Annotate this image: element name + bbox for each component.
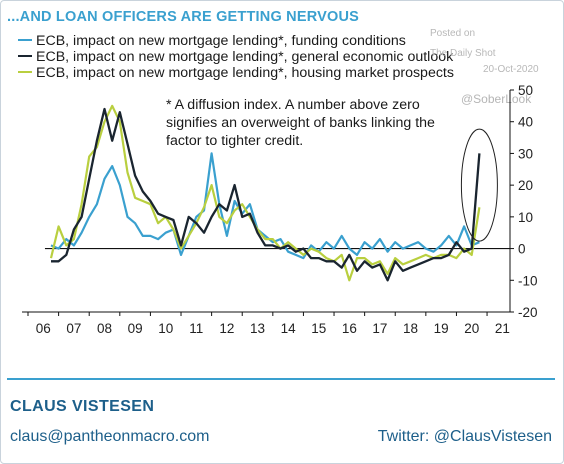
watermark-date: 20-Oct-2020 xyxy=(483,64,539,75)
legend-item-funding: ECB, impact on new mortgage lending*, fu… xyxy=(18,33,454,49)
highlight-ellipse xyxy=(460,128,498,242)
x-tick-label: 12 xyxy=(219,321,234,336)
legend: ECB, impact on new mortgage lending*, fu… xyxy=(18,33,454,81)
author-name: CLAUS VISTESEN xyxy=(10,398,155,415)
watermark-handle: @SoberLook xyxy=(461,92,532,106)
legend-swatch-economic xyxy=(18,55,32,58)
author-twitter[interactable]: Twitter: @ClausVistesen xyxy=(377,428,552,445)
y-tick-label: 20 xyxy=(518,178,533,193)
x-tick-label: 13 xyxy=(250,321,265,336)
x-tick-label: 07 xyxy=(66,321,81,336)
y-tick-label: 40 xyxy=(518,115,533,130)
y-tick-label: 30 xyxy=(518,146,533,161)
series-line-economic xyxy=(51,107,481,282)
author-email[interactable]: claus@pantheonmacro.com xyxy=(10,428,210,445)
chart-axes: -20 -10 0 10 20 30 40 50 06 07 08 09 10 11 12 13 14 15 16 1… xyxy=(22,83,538,336)
watermark-posted: Posted on xyxy=(430,28,476,39)
x-tick-label: 21 xyxy=(495,321,510,336)
y-tick-label: 0 xyxy=(518,242,526,257)
x-tick-label: 19 xyxy=(434,321,449,336)
legend-swatch-housing xyxy=(18,71,32,74)
x-tick-label: 18 xyxy=(403,321,418,336)
x-tick-label: 14 xyxy=(281,321,297,336)
chart-series xyxy=(49,104,481,282)
y-tick-label: 10 xyxy=(518,210,533,225)
x-tick-label: 20 xyxy=(464,321,479,336)
y-tick-label: -10 xyxy=(518,273,538,288)
x-tick-label: 08 xyxy=(97,321,112,336)
footer-divider xyxy=(7,378,555,380)
series-line-housing xyxy=(49,104,481,282)
legend-label-economic: ECB, impact on new mortgage lending*, ge… xyxy=(36,49,454,65)
chart-title: ...AND LOAN OFFICERS ARE GETTING NERVOUS xyxy=(7,9,359,25)
x-tick-label: 17 xyxy=(372,321,387,336)
x-tick-label: 15 xyxy=(311,321,326,336)
chart-annotation xyxy=(460,128,498,242)
x-tick-label: 06 xyxy=(36,321,51,336)
legend-label-funding: ECB, impact on new mortgage lending*, fu… xyxy=(36,33,406,49)
legend-item-economic: ECB, impact on new mortgage lending*, ge… xyxy=(18,49,454,65)
y-tick-label: -20 xyxy=(518,305,538,320)
chart-note: * A diffusion index. A number above zero… xyxy=(166,97,435,149)
x-tick-label: 16 xyxy=(342,321,357,336)
series-line-funding xyxy=(50,152,480,260)
watermark-source: The Daily Shot xyxy=(430,48,496,59)
legend-label-housing: ECB, impact on new mortgage lending*, ho… xyxy=(36,65,454,81)
x-tick-label: 09 xyxy=(128,321,143,336)
legend-swatch-funding xyxy=(18,39,32,42)
legend-item-housing: ECB, impact on new mortgage lending*, ho… xyxy=(18,65,454,81)
y-tick-label: 50 xyxy=(518,83,533,98)
x-tick-label: 11 xyxy=(189,321,203,336)
x-tick-label: 10 xyxy=(158,321,173,336)
